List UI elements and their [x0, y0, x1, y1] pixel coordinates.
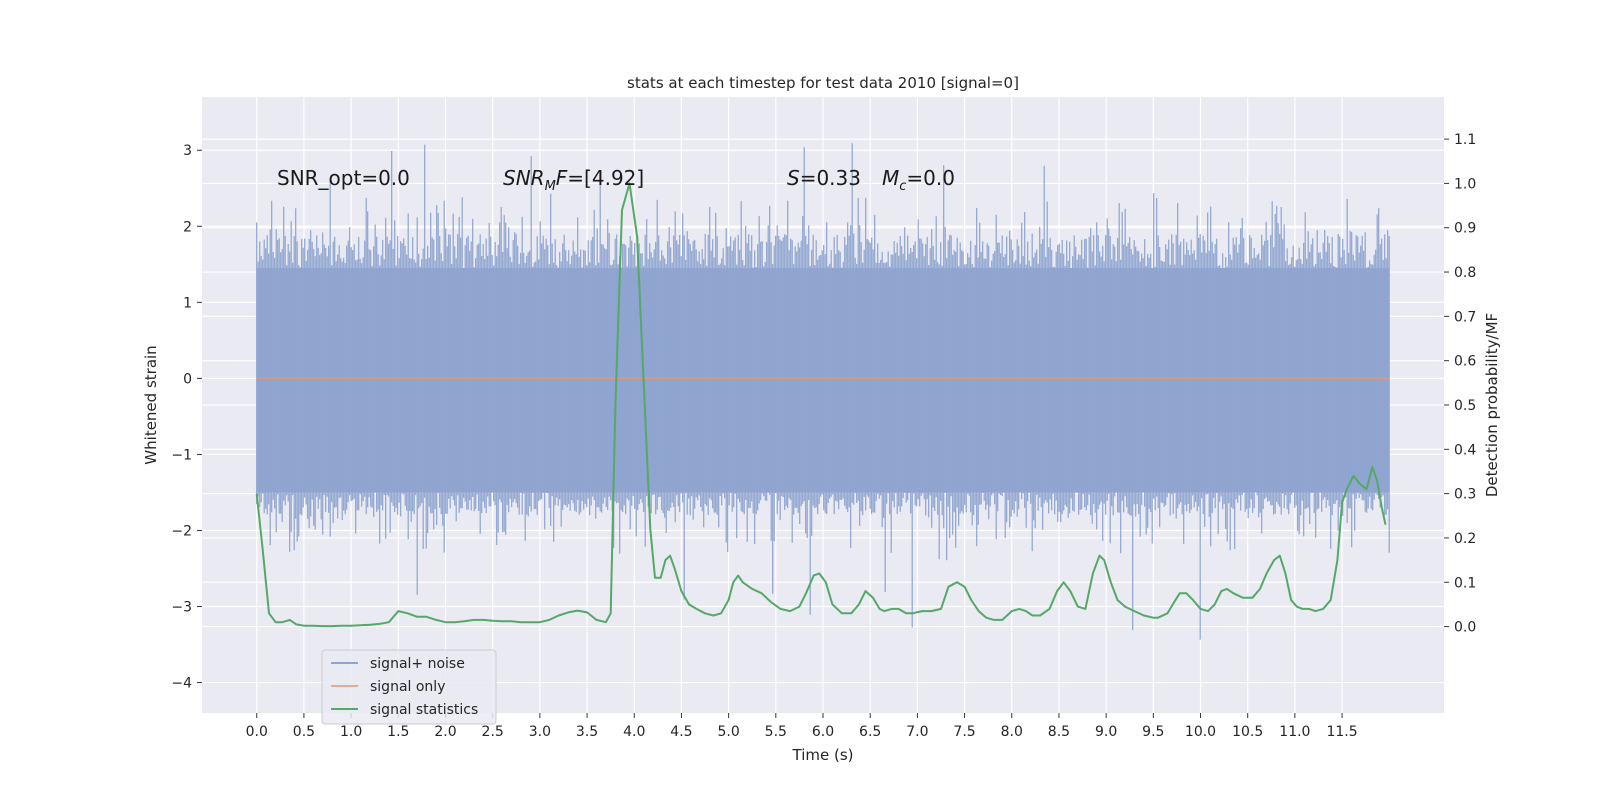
y2-tick-label-7: 0.7 — [1454, 309, 1476, 325]
legend-label-signal-plus-noise: signal+ noise — [370, 656, 465, 672]
x-tick-label-22: 11.0 — [1279, 724, 1310, 740]
x-tick-label-13: 6.5 — [859, 724, 881, 740]
mc-main: M — [882, 166, 899, 190]
annotation-s: S=0.33 — [787, 166, 861, 190]
x-tick-label-12: 6.0 — [812, 724, 834, 740]
x-tick-label-11: 5.5 — [765, 724, 787, 740]
x-tick-label-7: 3.5 — [576, 724, 598, 740]
y-tick-label-0: −4 — [171, 676, 192, 692]
y-tick-label-4: 0 — [183, 371, 192, 387]
x-tick-label-1: 0.5 — [293, 724, 315, 740]
y2-axis-ticks: 0.0 0.1 0.2 0.3 0.4 0.5 0.6 0.7 0.8 0.9 1.0 1.1 — [1444, 132, 1476, 636]
y2-tick-label-6: 0.6 — [1454, 354, 1476, 370]
x-tick-label-3: 1.5 — [387, 724, 409, 740]
y2-tick-label-10: 1.0 — [1454, 176, 1476, 192]
y-tick-label-3: −1 — [171, 447, 192, 463]
x-tick-label-8: 4.0 — [623, 724, 645, 740]
x-tick-label-6: 3.0 — [529, 724, 551, 740]
y-tick-label-1: −3 — [171, 600, 192, 616]
annotation-snr-mf: SNRMF=[4.92] — [503, 166, 644, 194]
x-tick-label-19: 9.5 — [1142, 724, 1164, 740]
x-tick-label-10: 5.0 — [717, 724, 739, 740]
x-tick-label-21: 10.5 — [1232, 724, 1263, 740]
x-tick-label-18: 9.0 — [1095, 724, 1117, 740]
legend-label-signal-statistics: signal statistics — [370, 702, 478, 718]
s-value: =0.33 — [800, 166, 861, 190]
y2-tick-label-9: 0.9 — [1454, 221, 1476, 237]
x-tick-label-23: 11.5 — [1326, 724, 1357, 740]
legend-label-signal-only: signal only — [370, 679, 445, 695]
y-tick-label-7: 3 — [183, 143, 192, 159]
y2-axis-label: Detection probability/MF — [1483, 313, 1501, 497]
noise-trace — [256, 143, 1390, 640]
y-tick-label-6: 2 — [183, 219, 192, 235]
s-symbol: S — [787, 166, 800, 190]
y-tick-label-5: 1 — [183, 295, 192, 311]
mc-sub: c — [899, 179, 906, 194]
mc-value: =0.0 — [906, 166, 955, 190]
x-axis-ticks: 0.0 0.5 1.0 1.5 2.0 2.5 3.0 3.5 4.0 4.5 5.0 5.5 6.0 6… — [246, 713, 1358, 740]
y-axis-label: Whitened strain — [142, 345, 160, 464]
x-tick-label-0: 0.0 — [246, 724, 268, 740]
x-tick-label-14: 7.0 — [906, 724, 928, 740]
x-tick-label-16: 8.0 — [1001, 724, 1023, 740]
series-signal-statistics — [255, 182, 1387, 628]
series-signal-plus-noise — [256, 143, 1390, 640]
x-tick-label-20: 10.0 — [1185, 724, 1216, 740]
chart-title: stats at each timestep for test data 201… — [627, 74, 1019, 92]
x-tick-label-9: 4.5 — [670, 724, 692, 740]
annotation-snr-opt: SNR_opt=0.0 — [277, 166, 410, 190]
legend-box — [321, 649, 497, 725]
y2-tick-label-3: 0.3 — [1454, 487, 1476, 503]
x-tick-label-5: 2.5 — [482, 724, 504, 740]
x-tick-label-4: 2.0 — [434, 724, 456, 740]
legend: signal+ noise signal only signal statist… — [321, 649, 497, 725]
y2-tick-label-1: 0.1 — [1454, 575, 1476, 591]
snr-mf-value: =[4.92] — [567, 166, 644, 190]
signal-statistics-line — [255, 182, 1387, 628]
annotation-mc: Mc=0.0 — [882, 166, 955, 194]
snr-mf-sub: M — [545, 179, 556, 194]
y2-tick-label-0: 0.0 — [1454, 620, 1476, 636]
y-axis-ticks: −4 −3 −2 −1 0 1 2 3 — [171, 143, 202, 692]
y2-tick-label-8: 0.8 — [1454, 265, 1476, 281]
x-tick-label-17: 8.5 — [1048, 724, 1070, 740]
x-tick-label-15: 7.5 — [953, 724, 975, 740]
y-tick-label-2: −2 — [171, 523, 192, 539]
y2-tick-label-11: 1.1 — [1454, 132, 1476, 148]
y2-tick-label-4: 0.4 — [1454, 442, 1476, 458]
y2-tick-label-2: 0.2 — [1454, 531, 1476, 547]
x-axis-label: Time (s) — [792, 746, 854, 764]
x-tick-label-2: 1.0 — [340, 724, 362, 740]
snr-mf-main: SNR — [503, 166, 545, 190]
snr-mf-tail: F — [556, 166, 568, 190]
y2-tick-label-5: 0.5 — [1454, 398, 1476, 414]
